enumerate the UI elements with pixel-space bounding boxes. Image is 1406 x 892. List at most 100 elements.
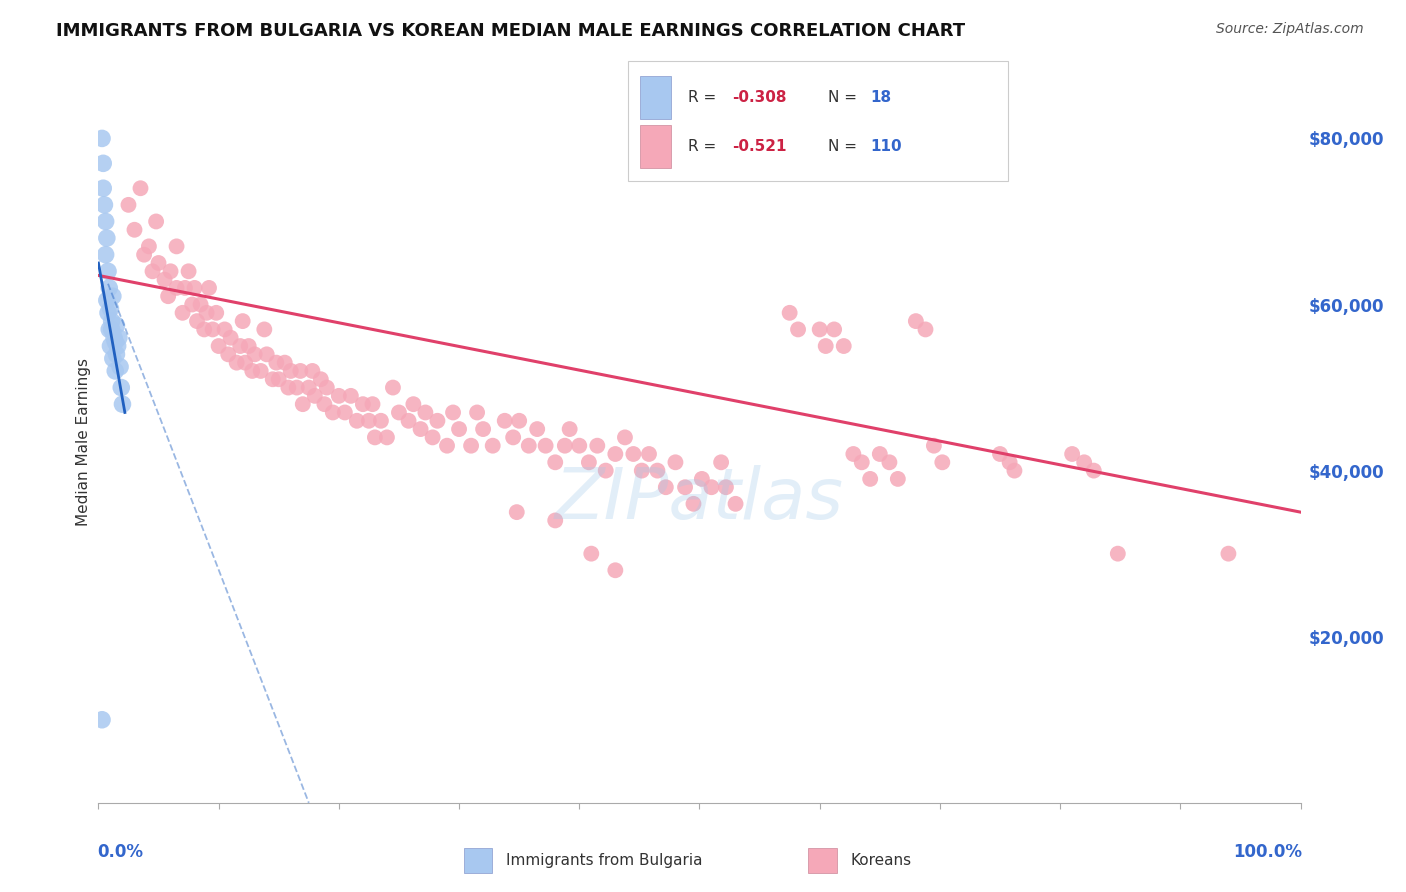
Point (110, 380, 132, 394)
Point (157, 289, 180, 303)
Point (568, 439, 591, 453)
Point (581, 547, 603, 561)
Point (256, 347, 278, 361)
Point (108, 359, 131, 374)
Point (352, 397, 374, 411)
Point (208, 339, 231, 353)
Point (291, 397, 314, 411)
Point (195, 306, 218, 320)
Point (301, 364, 323, 378)
Point (232, 314, 254, 328)
Point (285, 380, 308, 394)
Text: N =: N = (828, 90, 862, 104)
Point (205, 306, 228, 320)
Point (364, 430, 387, 444)
Point (111, 397, 134, 411)
Point (859, 472, 882, 486)
Point (506, 505, 529, 519)
Point (240, 364, 263, 378)
Text: 100.0%: 100.0% (1233, 843, 1302, 861)
Point (262, 372, 284, 386)
Point (690, 472, 713, 486)
Point (664, 455, 686, 469)
Point (304, 389, 326, 403)
Text: R =: R = (688, 139, 721, 153)
Point (823, 322, 845, 336)
Point (201, 322, 224, 336)
Point (724, 497, 747, 511)
Point (605, 563, 627, 577)
Point (544, 455, 567, 469)
Point (93, 198, 115, 212)
Point (238, 339, 260, 353)
Point (361, 397, 384, 411)
Point (388, 405, 411, 419)
Text: Source: ZipAtlas.com: Source: ZipAtlas.com (1216, 22, 1364, 37)
Point (887, 472, 910, 486)
Point (249, 364, 271, 378)
Text: 0.0%: 0.0% (97, 843, 143, 861)
Point (138, 239, 160, 253)
Point (96, 293, 118, 308)
Point (655, 480, 678, 494)
Point (630, 464, 652, 478)
Point (375, 430, 398, 444)
Point (1107, 547, 1129, 561)
Point (219, 331, 242, 345)
Point (129, 181, 152, 195)
Point (124, 223, 146, 237)
Point (100, 314, 122, 328)
Point (402, 397, 425, 411)
Point (409, 422, 432, 436)
Point (914, 322, 936, 336)
Point (710, 455, 733, 469)
Point (105, 347, 128, 361)
Point (842, 447, 865, 461)
Point (96, 231, 118, 245)
Point (814, 339, 837, 353)
Point (1004, 464, 1026, 478)
Point (183, 281, 205, 295)
Point (931, 455, 953, 469)
Point (346, 414, 368, 428)
Point (333, 405, 356, 419)
Point (595, 464, 617, 478)
Point (98, 322, 121, 336)
Point (159, 264, 181, 278)
Point (280, 364, 302, 378)
Point (148, 256, 170, 270)
Point (370, 414, 392, 428)
Point (267, 372, 290, 386)
Point (441, 405, 464, 419)
Point (101, 351, 124, 366)
Point (328, 389, 350, 403)
Point (217, 347, 239, 361)
Point (100, 322, 122, 336)
Point (605, 447, 627, 461)
Text: -0.521: -0.521 (733, 139, 787, 153)
Point (314, 397, 336, 411)
Point (922, 439, 945, 453)
Point (105, 318, 128, 333)
Point (426, 414, 449, 428)
Point (494, 414, 516, 428)
Point (851, 455, 873, 469)
Point (166, 281, 188, 295)
Y-axis label: Median Male Earnings: Median Male Earnings (76, 358, 91, 525)
Point (117, 198, 139, 212)
Point (309, 372, 332, 386)
Point (508, 414, 530, 428)
Point (104, 334, 127, 349)
Point (682, 497, 704, 511)
Point (787, 322, 810, 336)
Point (97, 264, 120, 278)
Point (91, 131, 114, 145)
Point (586, 439, 609, 453)
Point (502, 430, 524, 444)
Point (322, 405, 344, 419)
Point (277, 380, 299, 394)
Point (673, 480, 696, 494)
Text: -0.308: -0.308 (733, 90, 787, 104)
Point (233, 356, 256, 370)
Point (91, 713, 114, 727)
